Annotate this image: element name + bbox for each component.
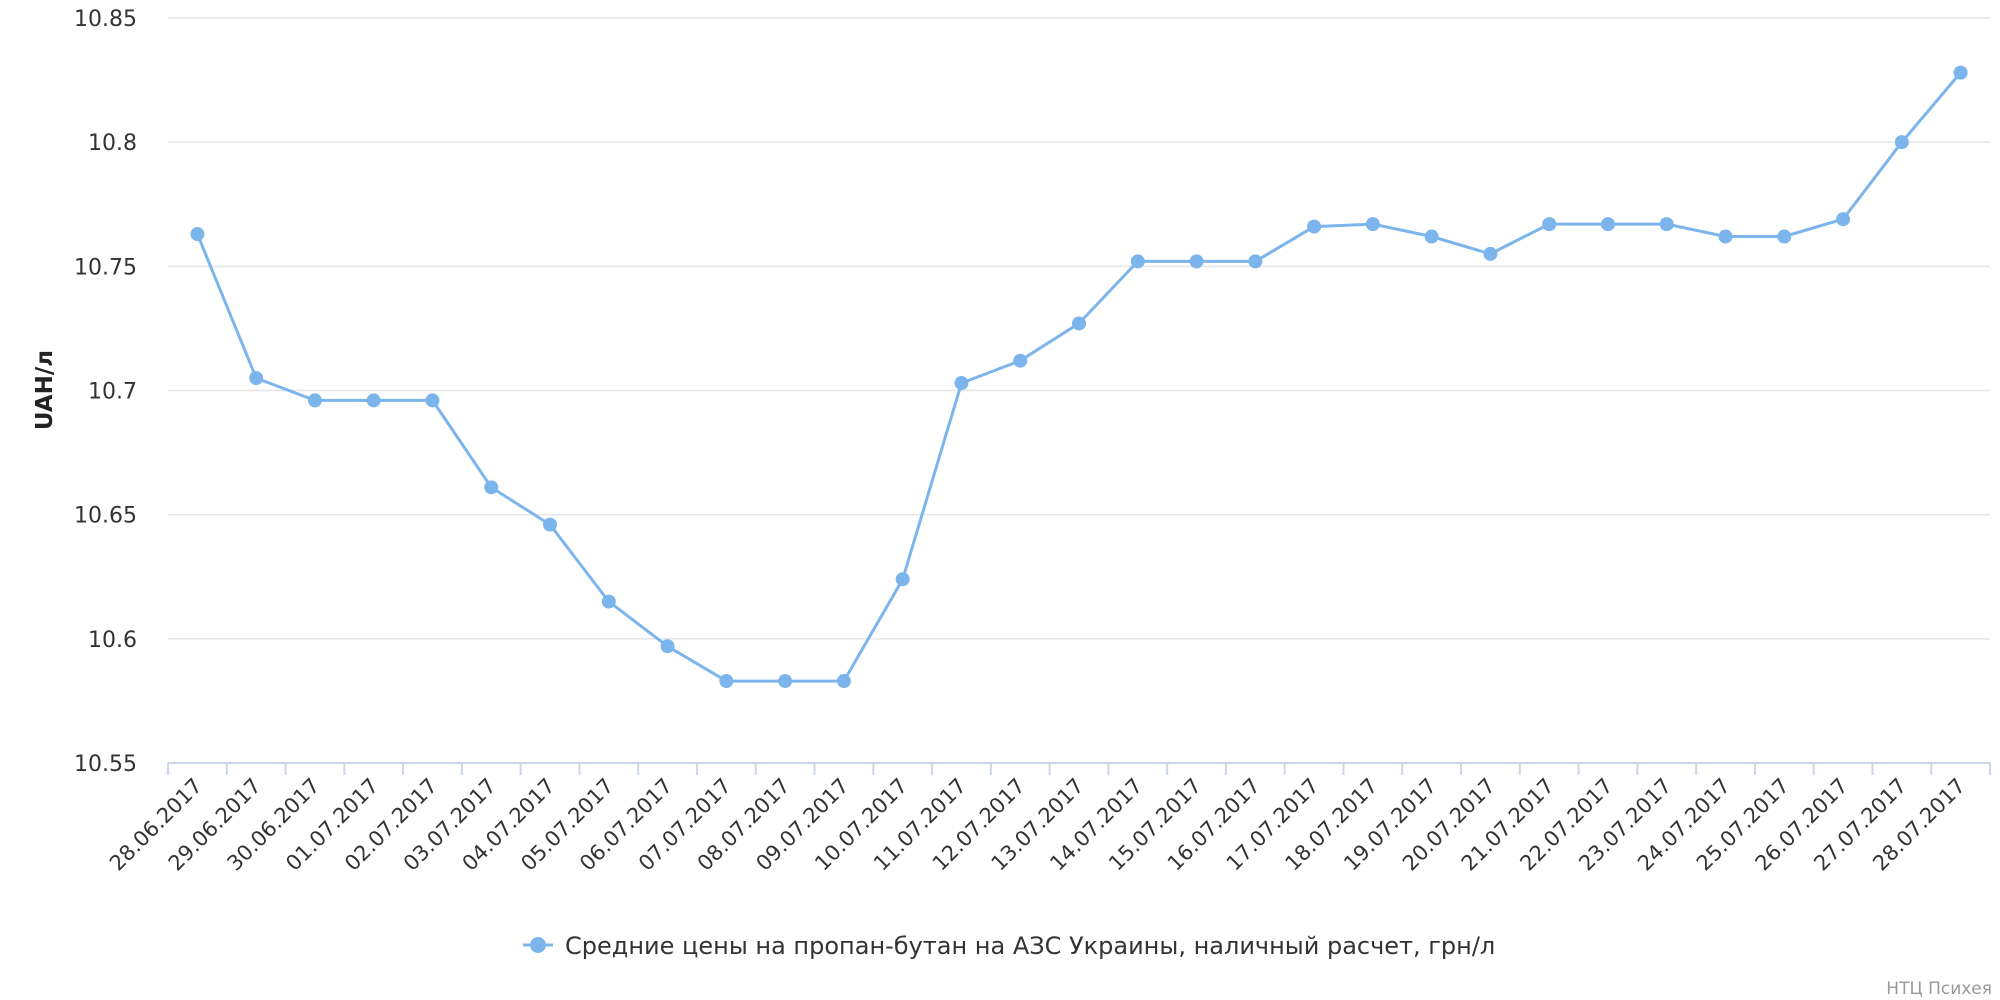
grid-lines <box>168 17 1990 640</box>
data-point[interactable] <box>1248 254 1263 269</box>
data-point[interactable] <box>425 393 440 408</box>
data-point[interactable] <box>1659 217 1674 232</box>
data-point[interactable] <box>1130 254 1145 269</box>
data-point[interactable] <box>1600 217 1615 232</box>
data-point[interactable] <box>954 376 969 391</box>
y-tick-label: 10.8 <box>88 131 137 156</box>
x-axis-ticks: 28.06.201729.06.201730.06.201701.07.2017… <box>105 774 1970 876</box>
data-point[interactable] <box>366 393 381 408</box>
data-point[interactable] <box>601 594 616 609</box>
data-point[interactable] <box>1483 246 1498 261</box>
y-tick-label: 10.55 <box>74 752 137 777</box>
legend-label: Средние цены на пропан-бутан на АЗС Укра… <box>565 932 1495 960</box>
y-axis-ticks: 10.55 10.6 10.65 10.7 10.75 10.8 10.85 <box>74 7 137 777</box>
data-point[interactable] <box>1953 65 1968 80</box>
legend[interactable]: Средние цены на пропан-бутан на АЗС Укра… <box>523 932 1495 960</box>
data-point[interactable] <box>1072 316 1086 331</box>
data-point[interactable] <box>1424 229 1439 244</box>
data-point[interactable] <box>1542 217 1557 232</box>
data-point[interactable] <box>190 227 205 242</box>
data-point[interactable] <box>307 393 322 408</box>
data-point[interactable] <box>1894 135 1909 150</box>
data-point[interactable] <box>660 639 675 654</box>
y-tick-label: 10.85 <box>74 7 137 32</box>
data-point[interactable] <box>484 480 499 495</box>
y-axis-label: UAH/л <box>32 350 58 430</box>
data-point[interactable] <box>836 674 851 689</box>
credits-text[interactable]: НТЦ Психея <box>1886 979 1992 999</box>
data-point[interactable] <box>249 371 264 386</box>
data-point[interactable] <box>1836 212 1851 227</box>
data-point[interactable] <box>1013 353 1028 368</box>
series-line <box>195 71 1963 683</box>
data-point[interactable] <box>1777 229 1792 244</box>
legend-marker-icon <box>530 937 546 953</box>
data-point[interactable] <box>543 517 558 532</box>
series-points[interactable] <box>190 65 1968 689</box>
data-point[interactable] <box>719 674 734 689</box>
y-tick-label: 10.7 <box>88 380 137 405</box>
x-axis <box>167 762 1991 775</box>
data-point[interactable] <box>1307 219 1322 234</box>
y-tick-label: 10.6 <box>88 628 137 653</box>
data-point[interactable] <box>1189 254 1204 269</box>
data-point[interactable] <box>1718 229 1733 244</box>
data-point[interactable] <box>1365 217 1380 232</box>
data-point[interactable] <box>895 572 910 587</box>
data-point[interactable] <box>778 674 793 689</box>
y-tick-label: 10.65 <box>74 504 137 529</box>
y-tick-label: 10.75 <box>74 255 137 280</box>
